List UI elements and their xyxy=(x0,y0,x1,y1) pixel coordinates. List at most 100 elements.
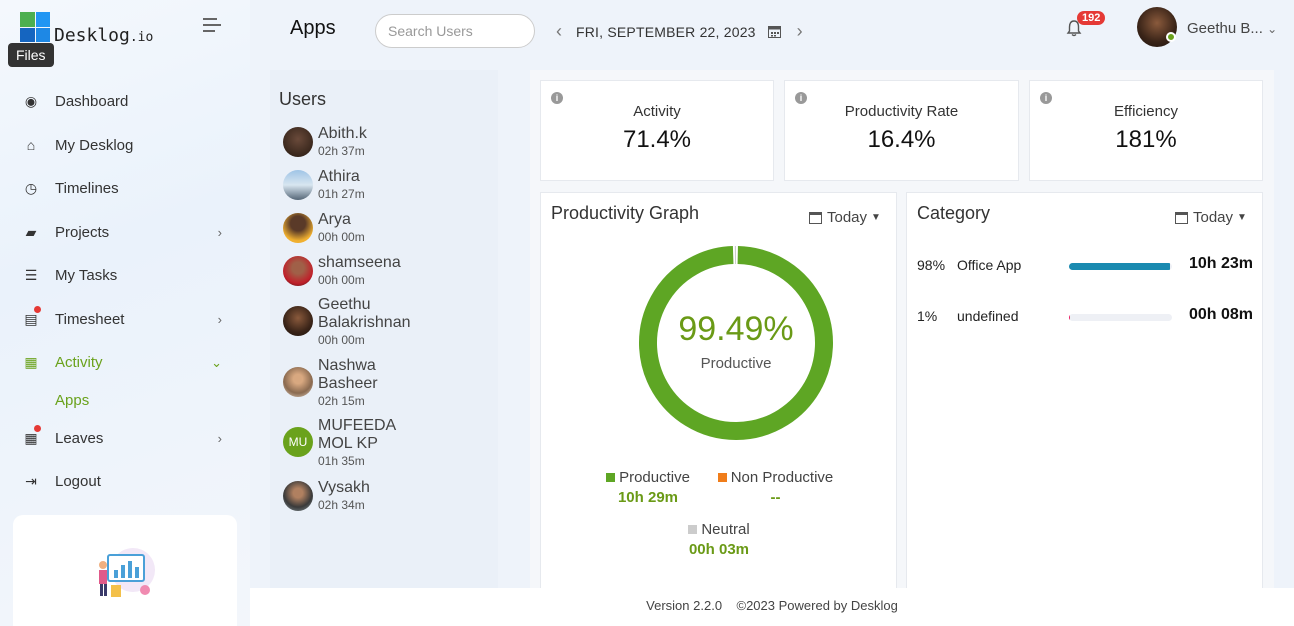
sidebar-item-my-desklog[interactable]: ⌂ My Desklog xyxy=(0,124,250,168)
sidebar-item-label: Leaves xyxy=(55,429,104,447)
logo-name: Desklog xyxy=(54,25,130,46)
legend-value: 10h 29m xyxy=(617,489,679,506)
sidebar-subitem-apps[interactable]: Apps xyxy=(0,385,250,417)
list-item[interactable]: MU MUFEEDA MOL KP 01h 35m xyxy=(283,417,408,469)
donut-center-label: Productive xyxy=(701,355,772,372)
legend-neutral: Neutral 00h 03m xyxy=(674,521,764,558)
card-title: Category xyxy=(917,203,991,223)
page-title: Apps xyxy=(290,17,336,39)
info-icon[interactable]: i xyxy=(795,92,807,104)
user-time: 00h 00m xyxy=(318,273,365,287)
menu-toggle-icon[interactable] xyxy=(203,18,221,36)
user-time: 00h 00m xyxy=(318,333,365,347)
donut-slice-productive[interactable] xyxy=(639,246,833,440)
sidebar-item-logout[interactable]: ⇥ Logout xyxy=(0,460,250,504)
stat-card-activity: i Activity 71.4% xyxy=(540,80,774,181)
notification-dot xyxy=(34,305,41,313)
sidebar-nav: ◉ Dashboard ⌂ My Desklog ◷ Timelines ▰ P… xyxy=(0,80,250,504)
avatar xyxy=(283,481,313,511)
legend-value: -- xyxy=(770,489,781,506)
date-range-dropdown[interactable]: Today ▼ xyxy=(1175,209,1247,226)
sidebar-item-my-tasks[interactable]: ☰ My Tasks xyxy=(0,254,250,298)
user-name: shamseena xyxy=(318,254,401,271)
productivity-donut: 99.49% Productive xyxy=(639,246,833,440)
user-name: Arya xyxy=(318,211,351,228)
stat-card-productivity-rate: i Productivity Rate 16.4% xyxy=(784,80,1019,181)
legend-swatch xyxy=(606,473,616,482)
category-duration: 00h 08m xyxy=(1188,306,1253,323)
sidebar-item-label: My Tasks xyxy=(55,267,118,285)
avatar xyxy=(283,170,313,200)
user-time: 01h 27m xyxy=(318,187,365,201)
list-item[interactable]: Arya 00h 00m xyxy=(283,211,365,245)
donut-center-value: 99.49% xyxy=(678,310,793,348)
user-time: 01h 35m xyxy=(318,454,365,468)
avatar xyxy=(283,213,313,243)
home-icon: ⌂ xyxy=(26,137,36,154)
notification-dot xyxy=(34,424,41,432)
category-bar-fill xyxy=(1069,263,1170,270)
stat-value: 16.4% xyxy=(867,126,936,153)
legend-label: Productive xyxy=(619,469,690,486)
logo-tld: .io xyxy=(129,30,154,45)
logo[interactable]: Desklog.io xyxy=(20,12,154,46)
category-row[interactable]: 1% undefined 00h 08m xyxy=(917,306,1253,326)
stat-title: Productivity Rate xyxy=(844,103,959,120)
clock-icon: ◷ xyxy=(24,180,38,197)
grid-icon: ▦ xyxy=(24,354,38,371)
productivity-graph-card: Productivity Graph Today ▼ 99.49% Produc… xyxy=(540,192,897,592)
list-item[interactable]: Nashwa Basheer 02h 15m xyxy=(283,357,398,409)
sidebar-item-timelines[interactable]: ◷ Timelines xyxy=(0,167,250,211)
stat-title: Efficiency xyxy=(1114,103,1178,120)
sidebar-item-label: Dashboard xyxy=(55,93,129,111)
info-icon[interactable]: i xyxy=(1040,92,1052,104)
list-item[interactable]: Geethu Balakrishnan 00h 00m xyxy=(283,296,438,348)
category-bar xyxy=(1069,263,1172,270)
user-name: Vysakh xyxy=(318,479,370,496)
user-time: 02h 15m xyxy=(318,394,365,408)
category-name: undefined xyxy=(957,308,1019,324)
calendar-icon[interactable] xyxy=(767,25,781,38)
chevron-right-icon[interactable]: › xyxy=(796,21,803,41)
sidebar-item-activity[interactable]: ▦ Activity ⌄ xyxy=(0,341,250,385)
date-range-dropdown[interactable]: Today ▼ xyxy=(809,209,881,226)
search-input[interactable]: Search Users xyxy=(375,14,535,48)
sidebar-item-dashboard[interactable]: ◉ Dashboard xyxy=(0,80,250,124)
list-item[interactable]: Abith.k 02h 37m xyxy=(283,125,367,159)
sidebar-item-projects[interactable]: ▰ Projects › xyxy=(0,211,250,255)
bell-icon[interactable] xyxy=(1066,19,1082,37)
sidebar-item-label: Timelines xyxy=(55,180,119,198)
tooltip: Files xyxy=(8,43,54,67)
stat-value: 71.4% xyxy=(622,126,692,153)
chevron-right-icon: › xyxy=(217,224,222,240)
user-menu[interactable]: Geethu B... ⌄ xyxy=(1187,20,1277,37)
sidebar-item-leaves[interactable]: ▦ Leaves › xyxy=(0,417,250,461)
info-icon[interactable]: i xyxy=(551,92,563,104)
sidebar-item-label: Logout xyxy=(55,473,101,491)
legend-label: Neutral xyxy=(701,521,750,538)
stat-title: Activity xyxy=(633,103,681,120)
user-time: 00h 00m xyxy=(318,230,365,244)
logout-icon: ⇥ xyxy=(25,473,37,490)
logo-icon xyxy=(20,12,50,42)
legend-non-productive: Non Productive -- xyxy=(713,469,838,506)
list-item[interactable]: Vysakh 02h 34m xyxy=(283,479,370,513)
legend-swatch xyxy=(688,525,698,534)
chevron-left-icon[interactable]: ‹ xyxy=(556,21,562,41)
category-row[interactable]: 98% Office App 10h 23m xyxy=(917,255,1253,275)
sidebar-item-label: My Desklog xyxy=(55,136,134,154)
list-item[interactable]: shamseena 00h 00m xyxy=(283,254,401,288)
calendar-icon: ▦ xyxy=(24,429,38,446)
users-panel: Users Abith.k 02h 37m Athira 01h 27m Arya 0… xyxy=(270,70,498,590)
promo-card xyxy=(13,515,237,626)
current-date: FRI, SEPTEMBER 22, 2023 xyxy=(576,23,756,40)
calendar-icon xyxy=(1175,211,1188,224)
sidebar-item-timesheet[interactable]: ▤ Timesheet › xyxy=(0,298,250,342)
chevron-right-icon: › xyxy=(217,430,222,446)
calendar-icon xyxy=(809,211,822,224)
date-range-label: Today xyxy=(827,209,868,226)
sidebar-item-label: Activity xyxy=(55,354,103,372)
user-name: Abith.k xyxy=(318,125,367,142)
analytics-illustration xyxy=(99,548,155,597)
list-item[interactable]: Athira 01h 27m xyxy=(283,168,365,202)
